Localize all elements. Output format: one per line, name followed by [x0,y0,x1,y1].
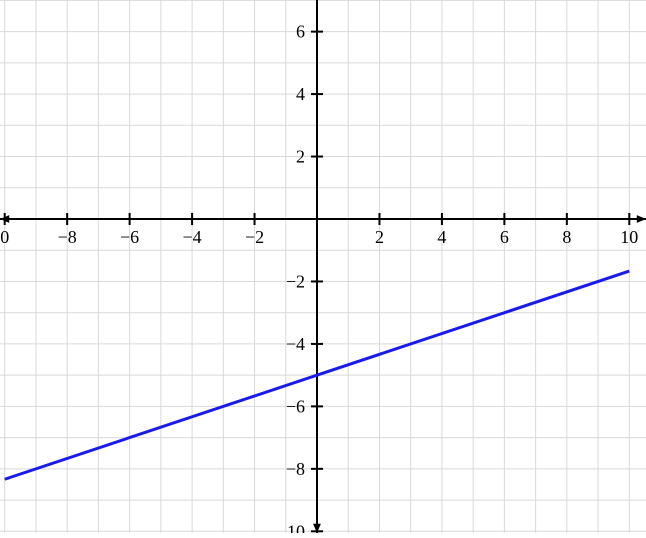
x-tick-label: −2 [245,227,264,247]
y-tick-label: −4 [286,334,305,354]
x-tick-label: −6 [120,227,139,247]
y-tick-label: −2 [286,271,305,291]
y-tick-label: −6 [286,396,305,416]
y-tick-label: 10 [287,521,305,533]
line-chart: 0 −8 −6 −4 −2 2 4 6 8 10 6 4 2 −2 −4 −6 −8 10 [0,0,646,538]
y-tick-label: 6 [296,22,305,42]
x-tick-label: 8 [562,227,571,247]
x-tick-label: 4 [437,227,446,247]
x-tick-label: 0 [0,227,9,247]
x-tick-label: −4 [183,227,202,247]
x-tick-label: −8 [58,227,77,247]
y-tick-label: 2 [296,147,305,167]
y-tick-label: −8 [286,459,305,479]
chart-background [0,0,646,533]
x-tick-label: 6 [500,227,509,247]
chart-svg: 0 −8 −6 −4 −2 2 4 6 8 10 6 4 2 −2 −4 −6 −8 10 [0,0,646,533]
y-tick-label: 4 [296,84,305,104]
x-tick-label: 2 [375,227,384,247]
x-tick-label: 10 [620,227,638,247]
